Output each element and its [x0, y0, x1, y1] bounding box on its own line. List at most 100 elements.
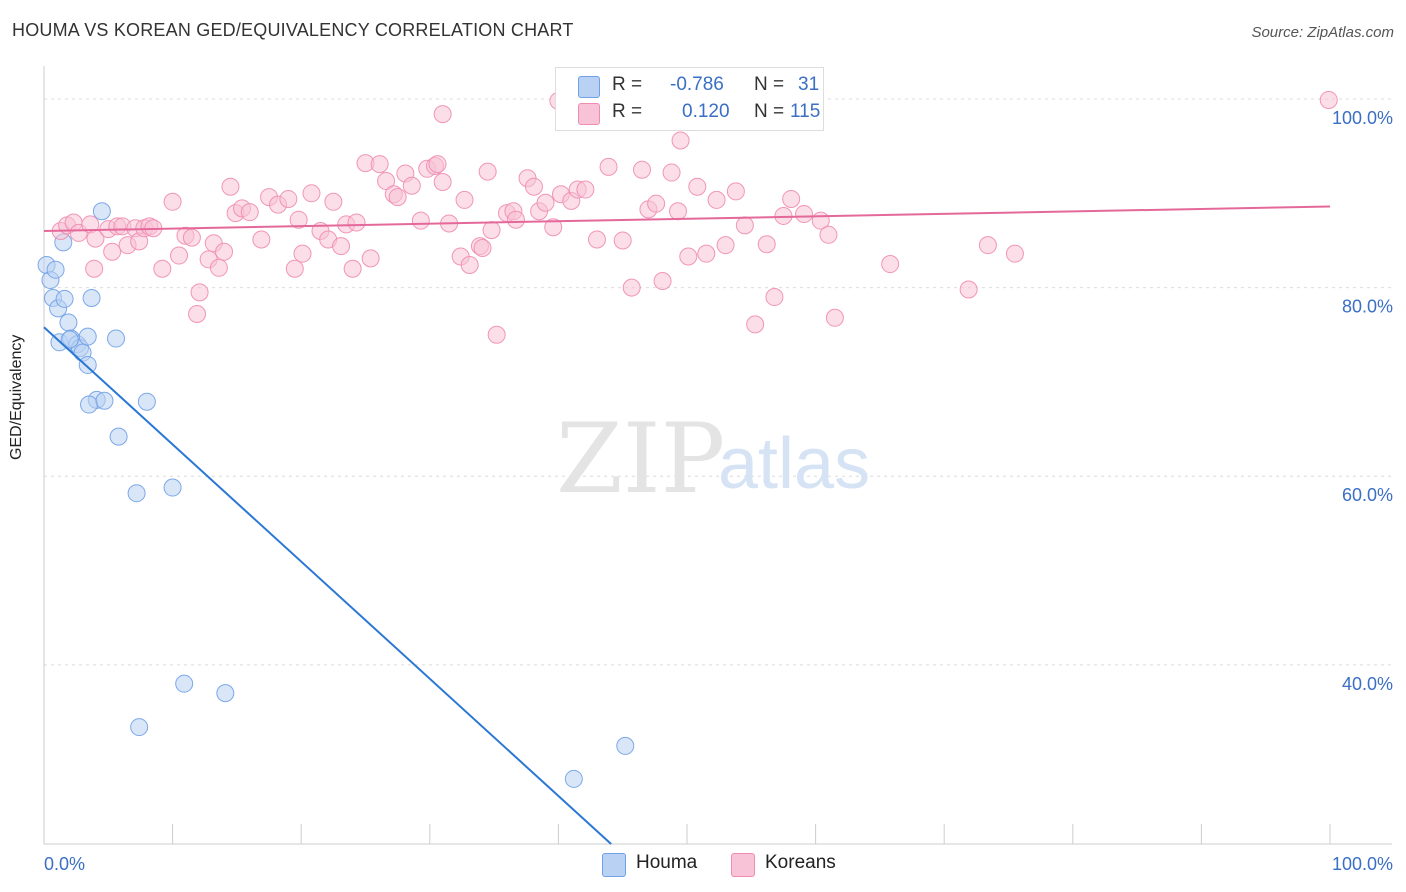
houma-point	[95, 391, 114, 410]
koreans-point	[215, 242, 234, 261]
koreans-point	[544, 218, 563, 237]
koreans-point	[293, 244, 312, 263]
houma-point	[92, 202, 111, 221]
y-tick-label: 100.0%	[1332, 108, 1393, 128]
koreans-point	[819, 225, 838, 244]
koreans-point	[881, 255, 900, 274]
koreans-point	[746, 315, 765, 334]
koreans-point	[765, 288, 784, 307]
koreans-point	[388, 188, 407, 207]
koreans-point	[324, 192, 343, 211]
koreans-point	[332, 237, 351, 256]
koreans-swatch	[578, 103, 600, 125]
koreans-point	[697, 244, 716, 263]
koreans-point	[825, 308, 844, 327]
houma-point	[78, 355, 97, 374]
koreans-point	[662, 163, 681, 182]
koreans-point	[782, 189, 801, 208]
watermark-zip: ZIP	[556, 403, 725, 515]
koreans-point	[757, 235, 776, 254]
koreans-point	[370, 155, 389, 174]
koreans-point	[433, 172, 452, 191]
koreans-point	[716, 236, 735, 255]
koreans-point	[707, 190, 726, 209]
koreans-r-label: R =	[612, 101, 643, 122]
koreans-point	[377, 172, 396, 191]
koreans-point	[163, 192, 182, 211]
houma-point	[137, 392, 156, 411]
koreans-trend-line	[43, 205, 1331, 233]
koreans-point	[668, 202, 687, 221]
koreans-point	[482, 221, 501, 240]
koreans-point	[347, 213, 366, 232]
houma-point	[82, 288, 101, 307]
houma-point	[60, 330, 79, 349]
koreans-point	[795, 205, 814, 224]
x-tick-label: 0.0%	[44, 854, 85, 874]
koreans-point	[411, 211, 430, 230]
koreans-point	[478, 162, 497, 181]
koreans-point	[103, 242, 122, 261]
koreans-point	[735, 216, 754, 235]
koreans-point	[1319, 90, 1338, 109]
koreans-point	[221, 177, 240, 196]
koreans-point	[182, 228, 201, 247]
koreans-point	[428, 155, 447, 174]
houma-point	[564, 769, 583, 788]
y-tick-label: 40.0%	[1342, 674, 1393, 694]
data-points	[37, 90, 1338, 788]
stats-legend: R = -0.786 N = 31 R = 0.120 N = 115	[555, 67, 824, 131]
houma-r-label: R =	[612, 74, 643, 95]
watermark: ZIP atlas	[556, 403, 870, 515]
koreans-point	[671, 131, 690, 150]
koreans-point	[959, 280, 978, 299]
houma-point	[109, 427, 128, 446]
axes	[43, 66, 1392, 845]
y-tick-label: 60.0%	[1342, 485, 1393, 505]
koreans-point	[576, 180, 595, 199]
koreans-point	[361, 249, 380, 268]
source-label: Source: ZipAtlas.com	[1251, 24, 1394, 41]
koreans-n-label: N =	[754, 101, 785, 122]
koreans-point	[170, 246, 189, 265]
chart-title: HOUMA VS KOREAN GED/EQUIVALENCY CORRELAT…	[12, 20, 574, 40]
houma-n-value: 31	[798, 74, 820, 95]
koreans-point	[289, 210, 308, 229]
gridlines	[44, 98, 1392, 666]
watermark-atlas: atlas	[718, 424, 870, 504]
koreans-point	[343, 259, 362, 278]
koreans-point	[302, 184, 321, 203]
houma-point	[107, 329, 126, 348]
houma-point	[46, 260, 65, 279]
koreans-point	[433, 105, 452, 124]
koreans-point	[978, 236, 997, 255]
houma-n-label: N =	[754, 74, 785, 95]
tick-labels: 100.0% 80.0% 60.0% 40.0% 0.0% 100.0%	[44, 108, 1393, 874]
koreans-point	[252, 230, 271, 249]
koreans-point	[524, 177, 543, 196]
koreans-point	[190, 283, 209, 302]
koreans-r-value: 0.120	[682, 101, 730, 122]
houma-point	[55, 289, 74, 308]
koreans-point	[688, 177, 707, 196]
koreans-point	[455, 190, 474, 209]
koreans-point	[188, 305, 207, 324]
koreans-point	[726, 182, 745, 201]
bottom-houma-label: Houma	[636, 852, 698, 873]
koreans-point	[1005, 244, 1024, 263]
houma-point	[175, 674, 194, 693]
koreans-point	[599, 157, 618, 176]
koreans-point	[587, 230, 606, 249]
koreans-point	[285, 259, 304, 278]
trend-lines	[43, 205, 1331, 845]
houma-point	[59, 313, 78, 332]
houma-point	[130, 718, 149, 737]
bottom-koreans-swatch	[731, 853, 755, 877]
koreans-point	[622, 278, 641, 297]
houma-point	[80, 395, 99, 414]
houma-point	[127, 484, 146, 503]
koreans-point	[473, 239, 492, 258]
koreans-point	[240, 203, 259, 222]
koreans-point	[153, 259, 172, 278]
